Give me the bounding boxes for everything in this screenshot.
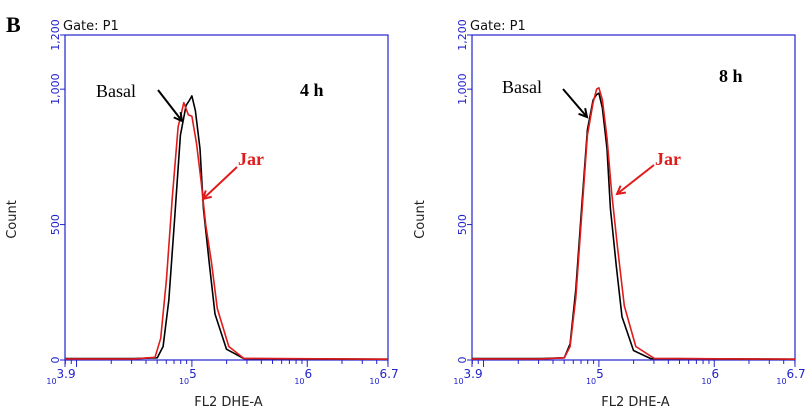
- x-tick-label: 106.7: [369, 367, 398, 386]
- y-tick-label: 500: [456, 214, 469, 235]
- gate-label: Gate: P1: [63, 19, 119, 34]
- x-axis-label: FL2 DHE-A: [601, 395, 670, 410]
- chart-panel-4h: Gate: P1 0 500 1,000 1,200 103.9 105 106 106.7 FL…: [5, 19, 399, 410]
- y-tick-label: 1,200: [49, 19, 62, 51]
- x-tick-label: 106: [294, 367, 312, 386]
- x-tick-label: 105: [179, 367, 197, 386]
- x-tick-label: 106.7: [776, 367, 805, 386]
- basal-arrowhead: [173, 111, 184, 123]
- series-line-basal: [472, 92, 796, 361]
- x-tick-label: 106: [701, 367, 719, 386]
- x-tick-label: 103.9: [46, 367, 75, 386]
- x-tick-label: 105: [586, 367, 604, 386]
- basal-arrow: [562, 88, 588, 118]
- y-tick-label: 1,000: [49, 73, 62, 105]
- y-tick-label: 500: [49, 214, 62, 235]
- y-tick-label: 1,000: [456, 73, 469, 105]
- jar-annotation: Jar: [655, 149, 681, 169]
- y-tick-label: 0: [456, 357, 469, 364]
- jar-arrowhead: [615, 185, 627, 196]
- time-label: 8 h: [719, 66, 743, 86]
- y-tick-label: 0: [49, 357, 62, 364]
- series-line-jar: [472, 87, 796, 360]
- jar-arrow: [202, 166, 238, 200]
- basal-annotation: Basal: [502, 77, 542, 97]
- y-tick-label: 1,200: [456, 19, 469, 51]
- jar-annotation: Jar: [238, 149, 264, 169]
- jar-arrowhead: [201, 190, 212, 201]
- basal-arrow: [157, 89, 183, 122]
- basal-annotation: Basal: [96, 81, 136, 101]
- panel-letter: B: [6, 12, 21, 37]
- y-axis-label: Count: [5, 200, 20, 239]
- jar-arrow: [616, 164, 655, 195]
- x-tick-label: 103.9: [453, 367, 482, 386]
- x-axis-label: FL2 DHE-A: [194, 395, 263, 410]
- chart-panel-8h: Gate: P1 0 500 1,000 1,200 103.9 105 106 106.7 FL…: [413, 19, 806, 410]
- time-label: 4 h: [300, 80, 324, 100]
- basal-arrowhead: [578, 107, 589, 119]
- series-line-jar: [65, 101, 389, 360]
- gate-label: Gate: P1: [470, 19, 526, 34]
- series-line-basal: [65, 95, 389, 361]
- y-axis-label: Count: [413, 200, 428, 239]
